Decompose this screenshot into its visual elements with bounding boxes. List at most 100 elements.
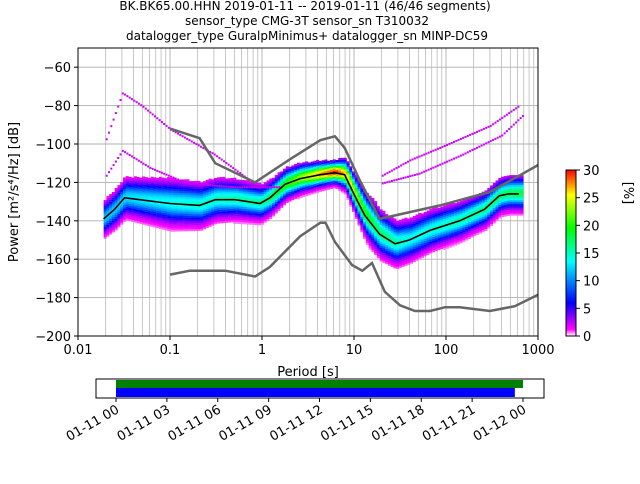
pdf-cell [437,223,441,226]
pdf-cell [374,201,378,204]
pdf-cell [266,190,270,193]
pdf-cell [517,198,521,201]
pdf-cell [167,209,171,212]
pdf-cell [426,220,430,223]
pdf-cell [440,243,444,246]
timeline-data-bar [116,380,523,388]
pdf-cell [451,236,455,239]
pdf-cell [498,181,502,184]
pdf-cell [183,217,187,220]
pdf-cell [238,200,242,203]
pdf-cell [125,212,129,215]
pdf-cell [432,227,436,230]
pdf-cell [150,197,154,200]
pdf-cell [454,212,458,215]
pdf-cell [178,210,182,213]
pdf-cell [178,215,182,219]
outlier-cell [225,161,228,164]
pdf-cell [354,189,358,193]
pdf-cell [238,208,242,211]
pdf-cell [241,181,245,184]
pdf-cell [203,185,207,188]
pdf-cell [111,199,115,202]
pdf-cell [263,213,267,216]
pdf-cell [222,188,226,191]
nlnm-line [169,221,539,313]
pdf-cell [134,195,138,198]
pdf-cell [277,208,281,211]
pdf-cell [208,218,212,222]
pdf-cell [396,264,400,268]
pdf-cell [222,205,226,208]
pdf-cell [484,215,488,218]
pdf-cell [313,172,317,175]
pdf-cell [346,168,350,172]
pdf-cell [437,221,441,224]
pdf-cell [335,179,339,182]
pdf-cell [147,214,151,217]
pdf-cell [156,222,160,225]
pdf-cell [106,221,110,224]
pdf-cell [272,214,276,217]
pdf-cell [357,200,361,203]
pdf-cell [263,218,267,221]
pdf-cell [111,230,115,233]
pdf-cell [288,197,292,200]
pdf-cell [227,191,231,194]
pdf-cell [114,210,118,214]
pdf-cell [208,178,212,181]
pdf-cell [479,208,483,211]
pdf-cell [352,186,356,189]
outlier-cell [239,172,242,175]
pdf-cell [283,195,287,198]
pdf-cell [465,223,469,226]
pdf-cell [145,177,149,180]
pdf-cell [103,211,107,214]
pdf-cell [258,209,262,212]
pdf-cell [448,232,452,235]
pdf-cell [205,191,209,194]
pdf-cell [269,188,273,191]
pdf-cell [479,194,483,198]
pdf-cell [349,195,353,198]
pdf-cell [467,227,471,230]
pdf-cell [501,215,505,218]
pdf-cell [238,214,242,217]
pdf-cell [432,209,436,212]
pdf-cell [139,196,143,200]
pdf-cell [410,221,414,224]
pdf-cell [329,175,333,178]
pdf-cell [145,209,149,212]
pdf-cell [363,196,367,199]
pdf-cell [512,201,516,205]
pdf-cell [180,208,184,211]
pdf-cell [387,248,391,251]
pdf-cell [476,203,480,206]
pdf-cell [434,222,438,225]
pdf-cell [169,177,173,180]
pdf-cell [412,223,416,226]
pdf-cell [451,217,455,220]
pdf-cell [437,213,441,216]
pdf-cell [189,225,193,228]
pdf-cell [109,218,113,222]
pdf-cell [498,189,502,192]
pdf-cell [465,236,469,239]
pdf-cell [401,251,405,254]
pdf-cell [404,217,408,220]
pdf-cell [445,246,449,249]
pdf-cell [161,221,165,224]
pdf-cell [142,184,146,187]
pdf-cell [407,243,411,246]
pdf-cell [258,190,262,193]
pdf-cell [418,249,422,252]
pdf-cell [517,205,521,208]
pdf-cell [329,165,333,168]
pdf-cell [211,190,215,193]
pdf-cell [470,223,474,227]
pdf-cell [283,193,287,196]
pdf-cell [117,223,121,226]
pdf-cell [335,181,339,184]
pdf-cell [125,206,129,209]
pdf-cell [454,231,458,235]
